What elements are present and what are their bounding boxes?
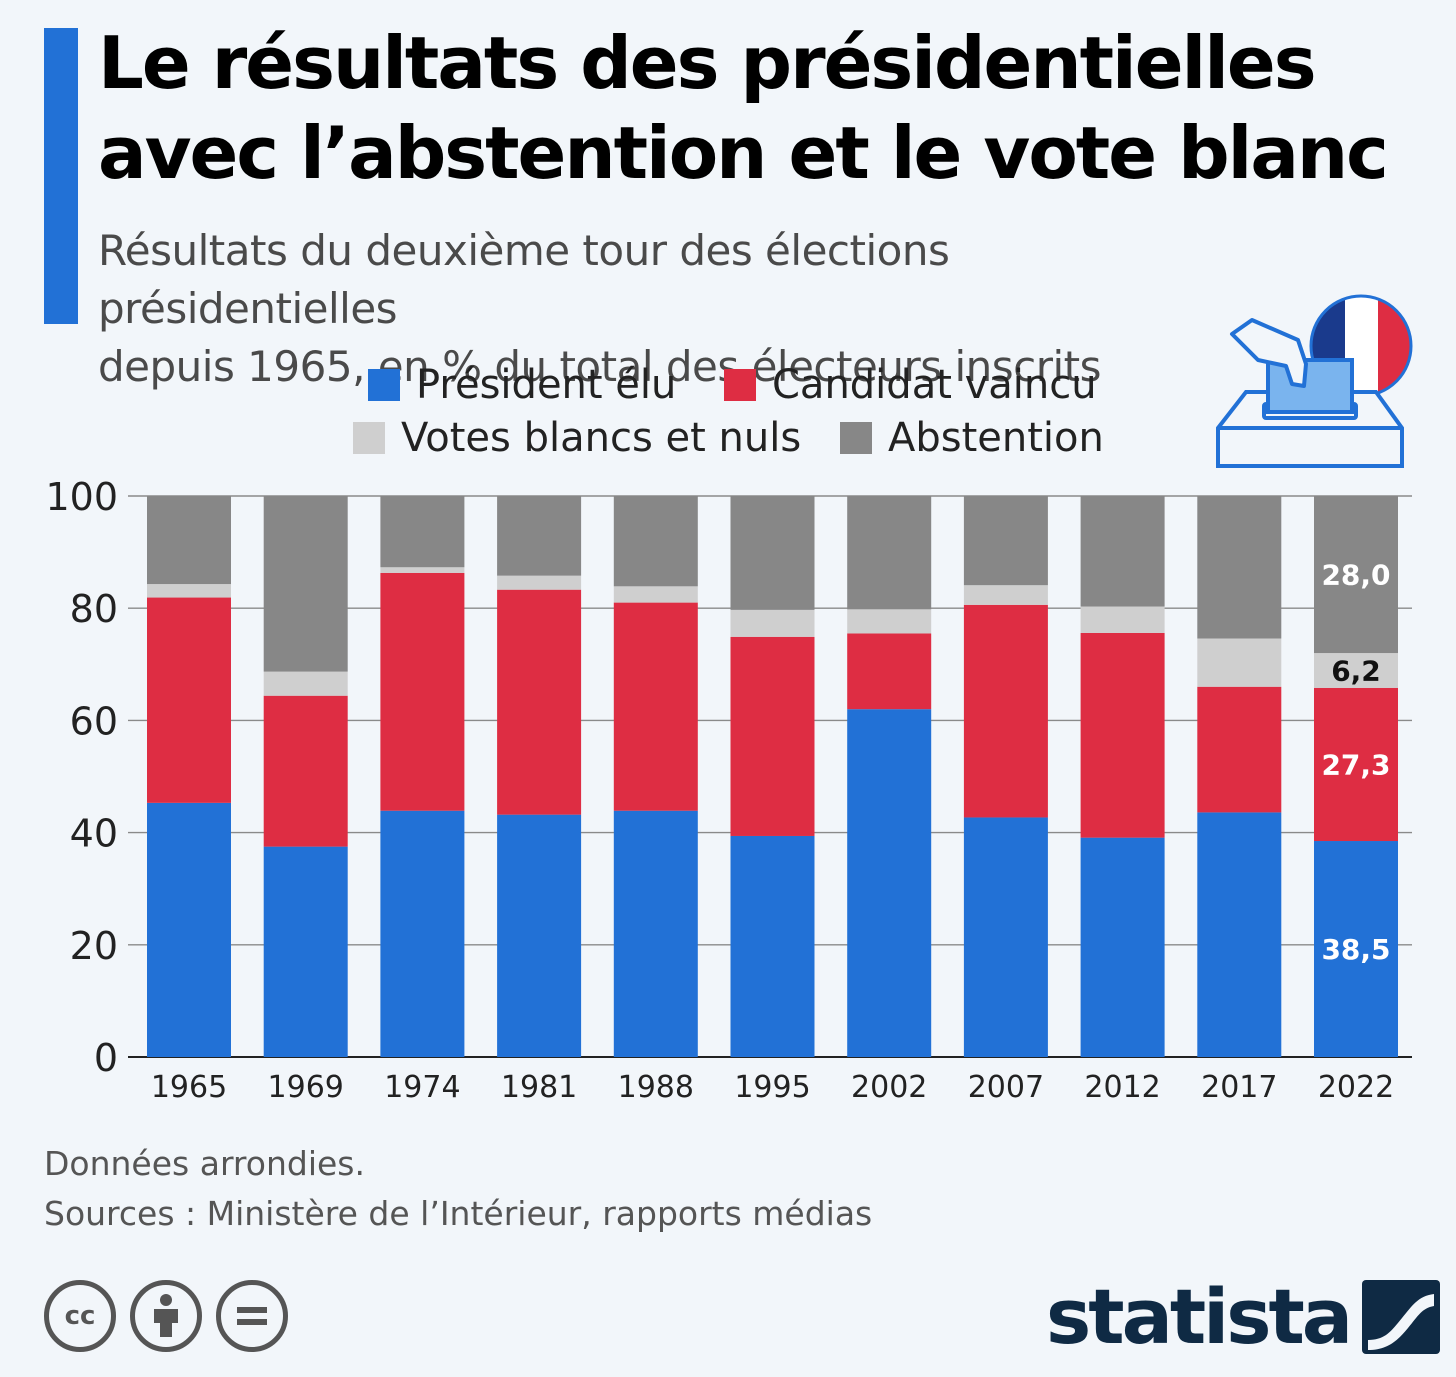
bar-2002-votes-blancs-et-nuls [847,609,932,634]
y-tick-label-60: 60 [70,699,118,743]
bar-2022-president-elu [1314,841,1398,1057]
bar-1988-abstention [613,496,698,587]
x-tick-label-1965: 1965 [151,1070,227,1105]
no-derivatives-icon[interactable] [216,1280,288,1352]
bar-1969-president-elu [263,846,348,1057]
x-tick-label-2012: 2012 [1084,1070,1160,1105]
bar-1965-votes-blancs-et-nuls [147,584,231,598]
bar-2017-president-elu [1197,812,1282,1057]
x-tick-label-1981: 1981 [501,1070,577,1105]
bar-1995-votes-blancs-et-nuls [730,609,815,637]
legend-item-candidat-vaincu: Candidat vaincu [724,362,1097,408]
x-tick-label-2007: 2007 [968,1070,1044,1105]
data-label-2022-president-elu: 38,5 [1321,933,1390,966]
license-icons: cc [44,1280,288,1352]
legend-swatch-abstention [840,422,872,454]
bar-1981-candidat-vaincu [497,589,582,815]
x-tick-label-2022: 2022 [1318,1070,1394,1105]
legend-swatch-candidat-vaincu [724,369,756,401]
legend-label-candidat-vaincu: Candidat vaincu [772,362,1097,408]
bar-2017-votes-blancs-et-nuls [1197,638,1282,687]
x-tick-label-2002: 2002 [851,1070,927,1105]
bar-1988-president-elu [613,810,698,1057]
bar-1969-abstention [263,496,348,672]
bar-1995-candidat-vaincu [730,636,815,836]
y-tick-label-0: 0 [94,1036,118,1080]
x-tick-label-2017: 2017 [1201,1070,1277,1105]
bar-1995-abstention [730,496,815,610]
subtitle-line-1: Résultats du deuxième tour des élections… [98,226,950,333]
bar-1988-candidat-vaincu [613,602,698,811]
bar-2012-abstention [1080,496,1165,607]
bar-1969-candidat-vaincu [263,695,348,847]
bar-1974-abstention [380,496,465,568]
y-tick-label-20: 20 [70,924,118,968]
bar-1965-candidat-vaincu [147,597,231,803]
chart-subtitle: Résultats du deuxième tour des élections… [98,222,1218,396]
legend-label-president-elu: Président élu [416,362,677,408]
x-tick-label-1988: 1988 [618,1070,694,1105]
legend-item-abstention: Abstention [840,415,1104,461]
bar-2002-president-elu [847,709,932,1057]
ballot-box-icon [1216,294,1413,468]
bar-2002-abstention [847,496,932,610]
y-tick-label-80: 80 [70,587,118,631]
bar-1981-president-elu [497,814,582,1057]
sources-note: Sources : Ministère de l’Intérieur, rapp… [44,1194,873,1233]
bar-1988-votes-blancs-et-nuls [613,586,698,603]
bar-2007-votes-blancs-et-nuls [963,585,1048,605]
bar-1965-president-elu [147,802,231,1057]
accent-bar [44,28,78,324]
bar-2017-candidat-vaincu [1197,686,1282,813]
bar-2022-candidat-vaincu [1314,687,1398,842]
legend-swatch-votes-blancs [353,422,385,454]
statista-logo-icon [1362,1279,1441,1354]
equals-glyph [237,1307,267,1325]
statista-wordmark: statista [1046,1272,1353,1361]
bar-1974-candidat-vaincu [380,572,465,811]
bar-1974-president-elu [380,810,465,1057]
title-line-2: avec l’abstention et le vote blanc [98,111,1389,195]
footnote: Données arrondies. [44,1144,365,1183]
stacked-bar-chart: 0 20 40 60 80 100 1965 1969 1974 1981 1988 1995 2002… [45,475,1412,1105]
bar-2017-abstention [1197,496,1282,639]
bar-2012-candidat-vaincu [1080,632,1165,838]
bar-1995-president-elu [730,835,815,1057]
chart-title: Le résultats des présidentielles avec l’… [98,18,1438,198]
legend-swatch-president-elu [368,369,400,401]
person-glyph [154,1294,178,1337]
bar-1981-votes-blancs-et-nuls [497,575,582,590]
x-tick-label-1969: 1969 [268,1070,344,1105]
y-tick-label-100: 100 [45,475,118,519]
legend-label-abstention: Abstention [888,415,1104,461]
bar-1981-abstention [497,496,582,576]
bar-2002-candidat-vaincu [847,633,932,710]
x-tick-label-1995: 1995 [734,1070,810,1105]
y-tick-label-40: 40 [70,812,118,856]
creative-commons-icon[interactable]: cc [44,1280,116,1352]
bar-2007-abstention [963,496,1048,586]
title-line-1: Le résultats des présidentielles [98,21,1317,105]
bar-2007-president-elu [963,817,1048,1057]
bar-1969-votes-blancs-et-nuls [263,671,348,696]
bar-2022-votes-blancs-et-nuls [1314,653,1398,688]
bar-1974-votes-blancs-et-nuls [380,567,465,573]
legend-item-votes-blancs: Votes blancs et nuls [353,415,801,461]
subtitle-line-2: depuis 1965, en % du total des électeurs… [98,342,1102,391]
bar-2007-candidat-vaincu [963,604,1048,818]
data-label-2022-votes-blancs-et-nuls: 6,2 [1331,654,1381,687]
bar-1965-abstention [147,496,231,585]
x-tick-label-1974: 1974 [384,1070,460,1105]
attribution-icon[interactable] [130,1280,202,1352]
legend-label-votes-blancs: Votes blancs et nuls [401,415,802,461]
data-label-2022-candidat-vaincu: 27,3 [1321,748,1390,781]
bar-2022-abstention [1314,496,1398,654]
legend-item-president-elu: Président élu [368,362,676,408]
data-label-2022-abstention: 28,0 [1321,559,1390,592]
bar-2012-votes-blancs-et-nuls [1080,606,1165,633]
statista-logo[interactable]: statista [1046,1272,1441,1361]
bar-2012-president-elu [1080,837,1165,1057]
